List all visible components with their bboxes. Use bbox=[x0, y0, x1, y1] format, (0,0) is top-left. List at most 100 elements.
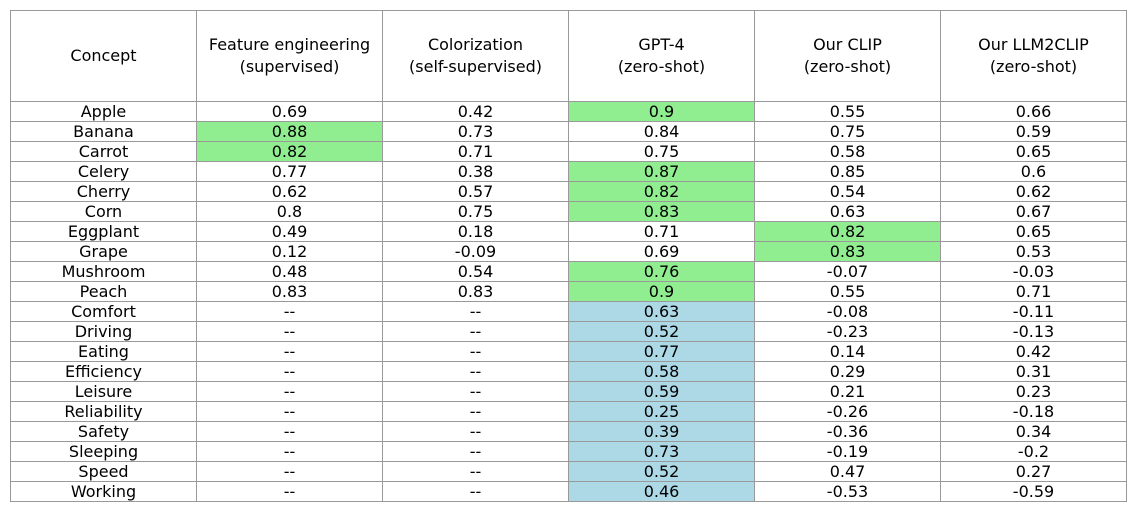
value-cell: 0.54 bbox=[754, 181, 941, 202]
concept-cell: Banana bbox=[10, 121, 197, 142]
value-cell: -- bbox=[382, 341, 569, 362]
value-cell: 0.65 bbox=[940, 141, 1127, 162]
col-subtitle: (zero-shot) bbox=[803, 57, 892, 76]
value-cell: 0.42 bbox=[382, 101, 569, 122]
value-cell: -0.09 bbox=[382, 241, 569, 262]
value-cell: 0.55 bbox=[754, 281, 941, 302]
concept-cell: Driving bbox=[10, 321, 197, 342]
concept-cell: Mushroom bbox=[10, 261, 197, 282]
value-cell: -- bbox=[196, 441, 383, 462]
value-cell: -0.26 bbox=[754, 401, 941, 422]
value-cell: -- bbox=[382, 461, 569, 482]
table-row: Peach 0.83 0.83 0.9 0.55 0.71 bbox=[10, 281, 1127, 302]
value-cell: 0.25 bbox=[568, 401, 755, 422]
value-cell: -- bbox=[382, 381, 569, 402]
value-cell: 0.42 bbox=[940, 341, 1127, 362]
table-row: Eating -- -- 0.77 0.14 0.42 bbox=[10, 341, 1127, 362]
value-cell: 0.29 bbox=[754, 361, 941, 382]
value-cell: -- bbox=[382, 421, 569, 442]
value-cell: 0.54 bbox=[382, 261, 569, 282]
header-row: Concept Feature engineering (supervised)… bbox=[10, 10, 1127, 102]
table-row: Safety -- -- 0.39 -0.36 0.34 bbox=[10, 421, 1127, 442]
value-cell: 0.83 bbox=[754, 241, 941, 262]
value-cell: 0.63 bbox=[754, 201, 941, 222]
col-subtitle: (zero-shot) bbox=[617, 57, 706, 76]
value-cell: 0.75 bbox=[382, 201, 569, 222]
col-header-gpt4: GPT-4 (zero-shot) bbox=[568, 10, 755, 102]
value-cell: 0.83 bbox=[382, 281, 569, 302]
table-row: Leisure -- -- 0.59 0.21 0.23 bbox=[10, 381, 1127, 402]
value-cell: -- bbox=[382, 481, 569, 502]
value-cell: 0.47 bbox=[754, 461, 941, 482]
value-cell: -- bbox=[196, 381, 383, 402]
value-cell: 0.27 bbox=[940, 461, 1127, 482]
value-cell: 0.14 bbox=[754, 341, 941, 362]
value-cell: 0.12 bbox=[196, 241, 383, 262]
col-title: Our CLIP bbox=[813, 35, 882, 54]
value-cell: 0.73 bbox=[382, 121, 569, 142]
table-row: Grape 0.12 -0.09 0.69 0.83 0.53 bbox=[10, 241, 1127, 262]
concept-cell: Corn bbox=[10, 201, 197, 222]
value-cell: -- bbox=[196, 301, 383, 322]
value-cell: -- bbox=[196, 481, 383, 502]
concept-cell: Eggplant bbox=[10, 221, 197, 242]
table-row: Mushroom 0.48 0.54 0.76 -0.07 -0.03 bbox=[10, 261, 1127, 282]
value-cell: 0.88 bbox=[196, 121, 383, 142]
value-cell: 0.83 bbox=[568, 201, 755, 222]
value-cell: 0.66 bbox=[940, 101, 1127, 122]
value-cell: 0.31 bbox=[940, 361, 1127, 382]
value-cell: -0.18 bbox=[940, 401, 1127, 422]
table-row: Apple 0.69 0.42 0.9 0.55 0.66 bbox=[10, 101, 1127, 122]
value-cell: 0.69 bbox=[568, 241, 755, 262]
value-cell: -- bbox=[196, 361, 383, 382]
table-row: Driving -- -- 0.52 -0.23 -0.13 bbox=[10, 321, 1127, 342]
value-cell: 0.67 bbox=[940, 201, 1127, 222]
table-row: Corn 0.8 0.75 0.83 0.63 0.67 bbox=[10, 201, 1127, 222]
col-title: Concept bbox=[70, 46, 137, 65]
value-cell: -0.2 bbox=[940, 441, 1127, 462]
concept-cell: Celery bbox=[10, 161, 197, 182]
value-cell: -- bbox=[196, 321, 383, 342]
value-cell: 0.52 bbox=[568, 321, 755, 342]
col-header-our-clip: Our CLIP (zero-shot) bbox=[754, 10, 941, 102]
value-cell: 0.52 bbox=[568, 461, 755, 482]
col-title: GPT-4 bbox=[638, 35, 685, 54]
table-row: Speed -- -- 0.52 0.47 0.27 bbox=[10, 461, 1127, 482]
value-cell: 0.84 bbox=[568, 121, 755, 142]
concept-cell: Comfort bbox=[10, 301, 197, 322]
value-cell: -0.19 bbox=[754, 441, 941, 462]
value-cell: -- bbox=[196, 401, 383, 422]
col-header-colorization: Colorization (self-supervised) bbox=[382, 10, 569, 102]
col-header-concept: Concept bbox=[10, 10, 197, 102]
col-title: Feature engineering bbox=[208, 35, 371, 54]
value-cell: -- bbox=[382, 401, 569, 422]
col-header-feature-engineering: Feature engineering (supervised) bbox=[196, 10, 383, 102]
value-cell: -- bbox=[196, 421, 383, 442]
value-cell: 0.39 bbox=[568, 421, 755, 442]
concept-cell: Working bbox=[10, 481, 197, 502]
value-cell: 0.23 bbox=[940, 381, 1127, 402]
value-cell: 0.65 bbox=[940, 221, 1127, 242]
concept-cell: Cherry bbox=[10, 181, 197, 202]
value-cell: 0.48 bbox=[196, 261, 383, 282]
value-cell: 0.77 bbox=[568, 341, 755, 362]
table-row: Working -- -- 0.46 -0.53 -0.59 bbox=[10, 481, 1127, 502]
value-cell: -- bbox=[196, 341, 383, 362]
value-cell: -0.11 bbox=[940, 301, 1127, 322]
table-row: Reliability -- -- 0.25 -0.26 -0.18 bbox=[10, 401, 1127, 422]
value-cell: -0.59 bbox=[940, 481, 1127, 502]
value-cell: 0.85 bbox=[754, 161, 941, 182]
value-cell: 0.53 bbox=[940, 241, 1127, 262]
value-cell: 0.21 bbox=[754, 381, 941, 402]
concept-cell: Apple bbox=[10, 101, 197, 122]
concept-cell: Leisure bbox=[10, 381, 197, 402]
table-body: Apple 0.69 0.42 0.9 0.55 0.66 Banana 0.88 0.73 0.… bbox=[10, 101, 1127, 502]
value-cell: 0.63 bbox=[568, 301, 755, 322]
concept-cell: Efficiency bbox=[10, 361, 197, 382]
value-cell: 0.38 bbox=[382, 161, 569, 182]
value-cell: 0.57 bbox=[382, 181, 569, 202]
col-header-our-llm2clip: Our LLM2CLIP (zero-shot) bbox=[940, 10, 1127, 102]
value-cell: 0.9 bbox=[568, 101, 755, 122]
col-subtitle: (self-supervised) bbox=[409, 57, 542, 76]
value-cell: 0.75 bbox=[754, 121, 941, 142]
